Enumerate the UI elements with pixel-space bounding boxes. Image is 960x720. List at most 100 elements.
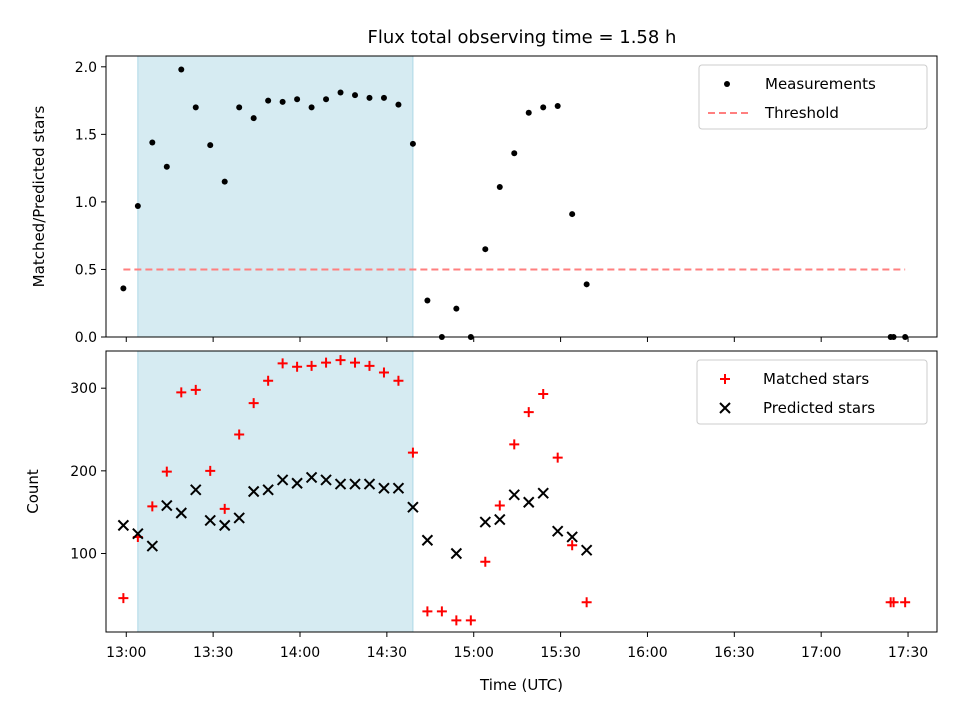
matched-star-point	[494, 500, 505, 511]
legend-label: Matched stars	[763, 370, 869, 388]
measurement-point	[192, 104, 199, 111]
measurement-point	[554, 102, 561, 109]
matched-star-point	[422, 606, 433, 617]
y-axis-label: Matched/Predicted stars	[30, 106, 48, 288]
matched-star-point	[364, 360, 375, 371]
predicted-star-point	[219, 519, 231, 532]
measurement-point	[424, 297, 431, 304]
measurement-point	[496, 184, 503, 191]
predicted-star-point	[276, 474, 289, 486]
legend-marker-measurements	[724, 81, 730, 87]
top-panel: 0.0 0.5 1.0 1.5 2.0 Matched/Predicted stars Me…	[30, 55, 938, 346]
measurement-point	[149, 139, 156, 146]
predicted-star-point	[450, 547, 463, 560]
predicted-star-point	[363, 478, 376, 490]
legend-box	[696, 359, 928, 425]
matched-star-point	[190, 384, 201, 395]
measurement-point	[511, 150, 518, 157]
measurement-point	[380, 94, 387, 101]
legend-label: Measurements	[765, 75, 876, 93]
predicted-star-point	[305, 471, 318, 484]
matched-star-point	[523, 407, 534, 418]
y-tick-label: 100	[70, 546, 97, 562]
matched-star-point	[393, 375, 404, 386]
x-tick-label: 13:00	[106, 645, 146, 661]
x-tick-label: 15:30	[540, 645, 580, 661]
measurement-point	[352, 92, 359, 99]
predicted-star-point	[407, 501, 419, 513]
predicted-star-point	[291, 477, 303, 489]
x-tick-label: 17:00	[801, 645, 841, 661]
predicted-star-point	[479, 516, 492, 528]
axes-frame	[105, 55, 938, 338]
measurement-point	[221, 178, 228, 185]
axes-frame	[105, 350, 938, 633]
x-tick-label: 17:30	[888, 645, 928, 661]
predicted-star-point	[421, 534, 434, 546]
legend-label: Threshold	[764, 104, 839, 122]
y-axis-label: Count	[24, 469, 42, 514]
measurement-point	[308, 104, 315, 111]
predicted-star-point	[537, 487, 549, 499]
predicted-star-point	[334, 478, 347, 490]
measurement-point	[120, 285, 127, 292]
measurement-point	[583, 281, 590, 288]
measurement-point	[279, 98, 286, 105]
matched-star-point	[480, 556, 491, 567]
measurement-point	[265, 97, 272, 104]
x-axis-label: Time (UTC)	[479, 676, 563, 694]
legend: Measurements Threshold	[698, 64, 928, 130]
matched-star-point	[234, 429, 245, 440]
predicted-star-point	[494, 513, 506, 526]
matched-star-point	[581, 597, 592, 608]
measurement-point	[207, 142, 214, 149]
y-tick-label: 1.5	[75, 127, 97, 143]
x-tick-label: 16:30	[714, 645, 754, 661]
matched-star-point	[567, 540, 578, 551]
predicted-star-point	[523, 496, 535, 508]
legend-marker-matched	[720, 374, 730, 384]
predicted-star-point	[233, 512, 245, 524]
y-tick-label: 0.5	[75, 262, 97, 278]
predicted-star-point	[551, 525, 564, 537]
legend-label: Predicted stars	[763, 399, 875, 417]
matched-star-point	[306, 360, 317, 371]
measurement-point	[134, 202, 141, 209]
observing-time-band	[137, 55, 414, 338]
predicted-star-point	[378, 482, 390, 494]
measurement-point	[163, 163, 170, 170]
matched-star-point	[900, 597, 911, 608]
matched-star-point	[219, 503, 230, 514]
matched-star-point	[509, 439, 520, 450]
matched-star-point	[161, 466, 172, 477]
measurement-point	[540, 104, 547, 111]
matched-star-point	[465, 615, 476, 626]
matched-star-point	[888, 597, 899, 608]
matched-star-point	[436, 606, 447, 617]
matched-star-point	[538, 388, 549, 399]
matched-star-point	[335, 355, 346, 366]
measurement-point	[178, 66, 185, 73]
matched-star-point	[147, 501, 158, 512]
predicted-star-point	[117, 519, 130, 532]
matched-star-point	[321, 357, 332, 368]
measurement-point	[453, 305, 460, 312]
predicted-star-point	[580, 544, 593, 556]
measurement-point	[294, 96, 301, 103]
legend-marker-predicted	[719, 402, 731, 414]
predicted-star-point	[262, 484, 274, 496]
legend-box	[698, 64, 928, 130]
matched-star-point	[350, 357, 361, 368]
chart-title: Flux total observing time = 1.58 h	[368, 27, 677, 48]
matched-star-point	[176, 387, 187, 398]
legend: Matched stars Predicted stars	[696, 359, 928, 425]
measurement-point	[236, 104, 243, 111]
predicted-star-point	[247, 485, 260, 498]
matched-star-point	[451, 615, 462, 626]
x-tick-label: 14:30	[367, 645, 407, 661]
matched-star-point	[292, 361, 303, 372]
x-tick-label: 15:00	[454, 645, 494, 661]
measurement-point	[482, 246, 489, 253]
predicted-star-point	[190, 484, 202, 496]
